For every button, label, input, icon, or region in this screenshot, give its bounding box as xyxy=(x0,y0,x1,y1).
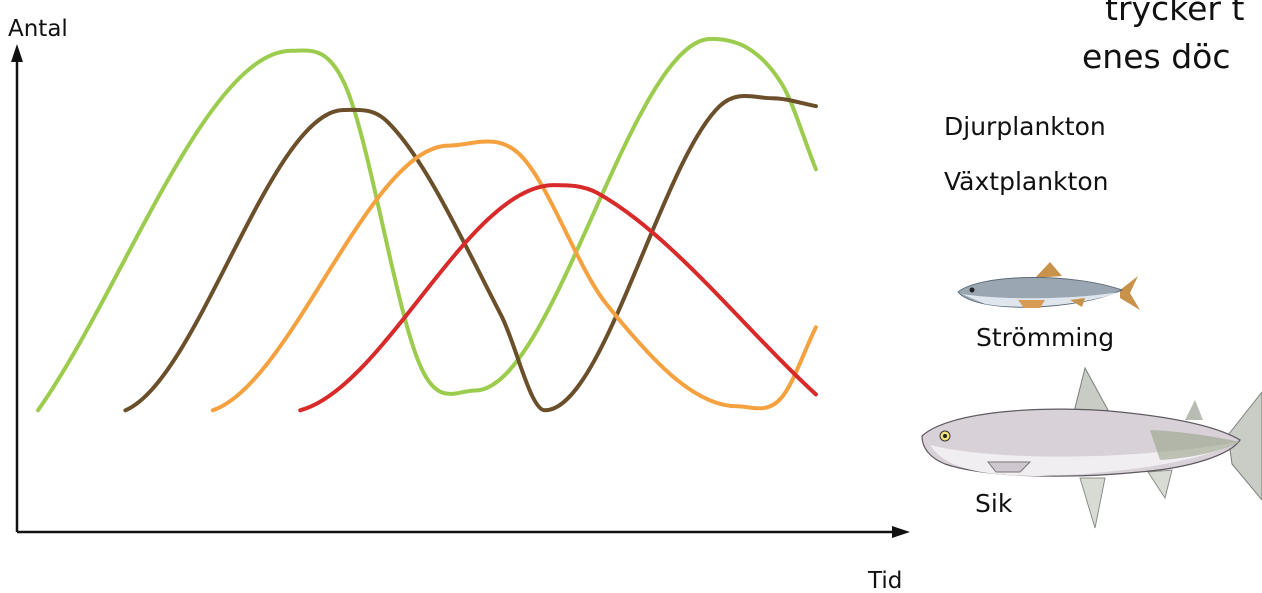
legend-label-vaxtplankton: Växtplankton xyxy=(944,167,1108,196)
whitefish-icon xyxy=(921,366,1262,529)
legend-label-sik: Sik xyxy=(975,489,1013,518)
y-axis-arrow xyxy=(11,44,23,62)
x-axis-arrow xyxy=(892,526,910,538)
series-line-0 xyxy=(36,36,818,413)
legend-label-djurplankton: Djurplankton xyxy=(944,112,1106,141)
series-line-3 xyxy=(298,183,818,413)
series-line-2 xyxy=(210,139,818,413)
corner-text-line-1: trycker t xyxy=(1105,0,1244,28)
y-axis-label: Antal xyxy=(8,16,68,42)
corner-text-line-2: enes döc xyxy=(1082,37,1230,76)
legend-label-stromming: Strömming xyxy=(976,323,1114,352)
x-axis-label: Tid xyxy=(867,568,902,593)
herring-icon xyxy=(957,262,1140,310)
series-layer xyxy=(36,36,818,413)
series-line-1 xyxy=(123,93,818,413)
